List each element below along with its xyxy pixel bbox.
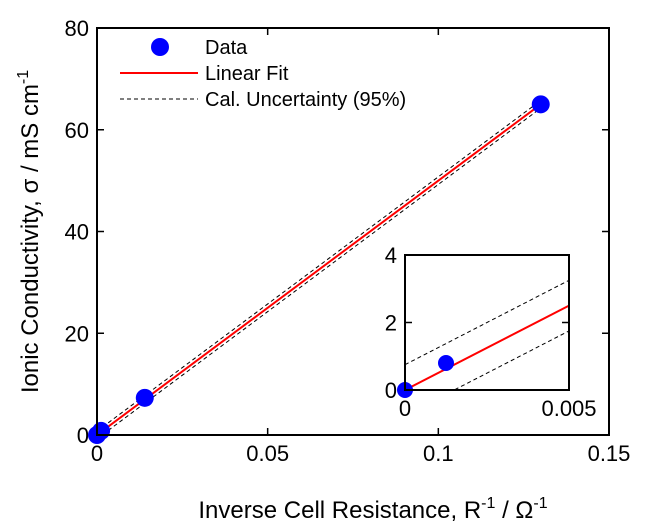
x-tick-label: 0.1 [423, 441, 454, 466]
x-tick-label: 0.15 [588, 441, 631, 466]
data-point [531, 95, 550, 114]
legend-label: Linear Fit [205, 63, 289, 85]
y-tick-label: 0 [77, 423, 89, 448]
plot-frame [404, 254, 570, 391]
x-axis-label-part: -1 [481, 495, 495, 512]
x-axis-label-part: Inverse Cell Resistance, R [198, 497, 481, 524]
x-tick-label: 0 [399, 396, 411, 421]
fit-line [405, 304, 569, 390]
x-tick-label: 0 [91, 441, 103, 466]
x-axis-label-part: -1 [533, 495, 547, 512]
y-tick-label: 2 [385, 311, 397, 336]
data-point [92, 421, 111, 440]
data-point [135, 388, 154, 407]
plot-frame [96, 27, 610, 436]
legend-marker [151, 38, 169, 56]
y-axis-label-part: Ionic Conductivity, σ / mS cm [17, 84, 44, 393]
uncertainty-upper [97, 100, 542, 432]
plot-area [97, 100, 542, 435]
y-tick-label: 60 [65, 118, 89, 143]
x-axis-label-part: / Ω [495, 497, 533, 524]
fit-line [97, 103, 542, 435]
y-tick-label: 40 [65, 220, 89, 245]
legend-label: Data [205, 37, 248, 59]
y-tick-label: 20 [65, 321, 89, 346]
y-axis-label-part: -1 [15, 70, 32, 84]
y-tick-label: 80 [65, 16, 89, 41]
uncertainty-lower [453, 330, 569, 390]
y-tick-label: 4 [385, 243, 397, 268]
data-point [438, 355, 454, 371]
y-tick-label: 0 [385, 378, 397, 403]
legend-label: Cal. Uncertainty (95%) [205, 89, 406, 111]
x-axis-label: Inverse Cell Resistance, R-1 / Ω-1 [198, 495, 547, 524]
uncertainty-lower [101, 107, 542, 435]
y-axis-label: Ionic Conductivity, σ / mS cm-1 [15, 70, 44, 393]
uncertainty-upper [405, 279, 569, 366]
x-tick-label: 0.05 [246, 441, 289, 466]
x-tick-label: 0.005 [541, 396, 596, 421]
plot-area [405, 279, 569, 390]
